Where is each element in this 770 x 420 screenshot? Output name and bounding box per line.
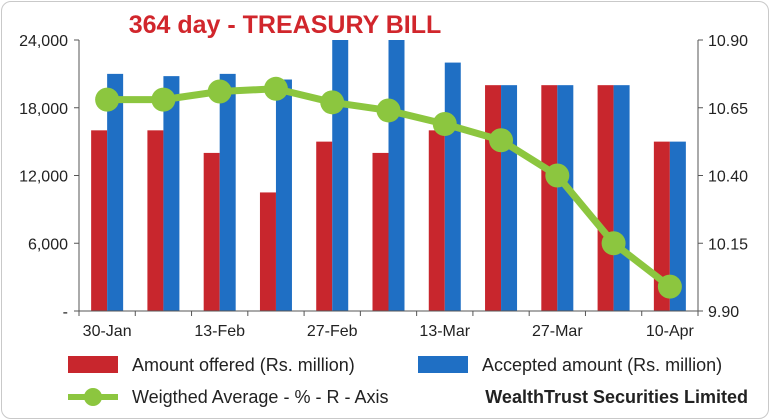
left-tick-label: - bbox=[63, 304, 68, 321]
bar-offered bbox=[91, 130, 108, 311]
weighted-average-point bbox=[151, 87, 176, 112]
weighted-average-point bbox=[545, 163, 570, 188]
legend-swatch-offered bbox=[68, 356, 118, 373]
bar-offered bbox=[541, 85, 558, 312]
bar-offered bbox=[485, 85, 502, 312]
right-tick-label: 10.15 bbox=[708, 236, 748, 253]
bar-offered bbox=[597, 85, 614, 312]
weighted-average-point bbox=[601, 231, 626, 256]
legend-label-accepted: Accepted amount (Rs. million) bbox=[482, 355, 722, 375]
bar-offered bbox=[653, 141, 670, 311]
bar-offered bbox=[259, 192, 276, 311]
bars-group bbox=[91, 40, 686, 312]
left-tick-label: 12,000 bbox=[19, 169, 68, 186]
right-tick-label: 10.40 bbox=[708, 169, 748, 186]
bar-accepted bbox=[388, 40, 405, 311]
right-axis-ticks: 10.90 10.65 10.40 10.15 9.90 bbox=[698, 33, 748, 321]
weighted-average-point bbox=[376, 98, 401, 123]
bar-offered bbox=[147, 130, 164, 311]
left-tick-label: 6,000 bbox=[28, 236, 68, 253]
bar-accepted bbox=[501, 85, 518, 312]
x-tick-label: 13-Mar bbox=[419, 323, 470, 340]
bar-accepted bbox=[669, 141, 686, 311]
legend-label-offered: Amount offered (Rs. million) bbox=[132, 355, 355, 375]
legend: Amount offered (Rs. million) Accepted am… bbox=[68, 355, 748, 407]
bar-accepted bbox=[275, 79, 292, 311]
x-tick-label: 27-Mar bbox=[532, 323, 583, 340]
legend-swatch-accepted bbox=[418, 356, 468, 373]
legend-swatch-weighted-marker bbox=[84, 388, 102, 406]
weighted-average-line-group bbox=[95, 76, 682, 299]
bar-offered bbox=[372, 152, 389, 311]
bar-accepted bbox=[163, 76, 180, 311]
source-credit: WealthTrust Securities Limited bbox=[485, 387, 748, 407]
weighted-average-point bbox=[320, 90, 345, 115]
legend-label-weighted: Weigthed Average - % - R - Axis bbox=[132, 387, 388, 407]
bar-offered bbox=[316, 141, 333, 311]
chart-title: 364 day - TREASURY BILL bbox=[129, 11, 442, 39]
bar-accepted bbox=[219, 73, 236, 311]
bar-accepted bbox=[557, 85, 574, 312]
bar-accepted bbox=[613, 85, 630, 312]
x-axis-ticks: 30-Jan 13-Feb 27-Feb 13-Mar 27-Mar 10-Apr bbox=[78, 311, 699, 340]
right-tick-label: 9.90 bbox=[708, 304, 739, 321]
bar-offered bbox=[428, 130, 445, 311]
bar-accepted bbox=[444, 62, 461, 312]
bar-accepted bbox=[107, 73, 124, 311]
left-tick-label: 18,000 bbox=[19, 101, 68, 118]
weighted-average-point bbox=[657, 274, 682, 299]
x-tick-label: 10-Apr bbox=[646, 323, 695, 340]
weighted-average-point bbox=[432, 112, 457, 137]
x-tick-label: 13-Feb bbox=[194, 323, 245, 340]
weighted-average-point bbox=[489, 128, 514, 153]
bar-accepted bbox=[332, 40, 349, 311]
right-tick-label: 10.90 bbox=[708, 33, 748, 50]
weighted-average-point bbox=[263, 76, 288, 101]
bar-offered bbox=[203, 152, 220, 311]
weighted-average-point bbox=[95, 87, 120, 112]
weighted-average-point bbox=[207, 79, 232, 104]
right-tick-label: 10.65 bbox=[708, 101, 748, 118]
left-tick-label: 24,000 bbox=[19, 33, 68, 50]
x-tick-label: 30-Jan bbox=[83, 323, 132, 340]
left-axis-ticks: 24,000 18,000 12,000 6,000 - bbox=[19, 33, 79, 321]
x-tick-label: 27-Feb bbox=[307, 323, 358, 340]
